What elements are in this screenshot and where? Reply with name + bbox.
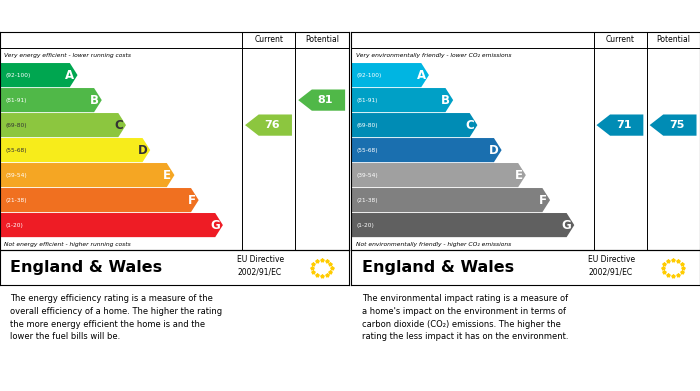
Text: (1-20): (1-20) bbox=[5, 222, 23, 228]
Text: A: A bbox=[65, 68, 74, 82]
Text: (39-54): (39-54) bbox=[5, 172, 27, 178]
Polygon shape bbox=[351, 188, 550, 212]
Text: (92-100): (92-100) bbox=[356, 73, 382, 77]
Text: B: B bbox=[90, 93, 99, 107]
Polygon shape bbox=[351, 138, 502, 162]
Text: (1-20): (1-20) bbox=[356, 222, 374, 228]
Polygon shape bbox=[351, 113, 477, 137]
Text: G: G bbox=[561, 219, 571, 231]
Text: (81-91): (81-91) bbox=[356, 98, 378, 102]
Text: (92-100): (92-100) bbox=[5, 73, 31, 77]
Text: England & Wales: England & Wales bbox=[362, 260, 514, 275]
Polygon shape bbox=[351, 163, 526, 187]
Polygon shape bbox=[0, 213, 223, 237]
Text: C: C bbox=[114, 118, 123, 132]
Text: The energy efficiency rating is a measure of the
overall efficiency of a home. T: The energy efficiency rating is a measur… bbox=[10, 294, 223, 341]
Text: 71: 71 bbox=[616, 120, 631, 130]
Text: Current: Current bbox=[606, 36, 635, 45]
Text: (69-80): (69-80) bbox=[5, 123, 27, 127]
Polygon shape bbox=[0, 88, 102, 112]
Text: F: F bbox=[188, 194, 195, 206]
Polygon shape bbox=[351, 213, 574, 237]
Text: Current: Current bbox=[254, 36, 284, 45]
Text: EU Directive
2002/91/EC: EU Directive 2002/91/EC bbox=[589, 255, 636, 277]
Text: The environmental impact rating is a measure of
a home's impact on the environme: The environmental impact rating is a mea… bbox=[362, 294, 568, 341]
Text: C: C bbox=[466, 118, 475, 132]
Polygon shape bbox=[0, 113, 126, 137]
Text: A: A bbox=[416, 68, 426, 82]
Text: E: E bbox=[163, 169, 172, 181]
Text: Very energy efficient - lower running costs: Very energy efficient - lower running co… bbox=[4, 53, 131, 58]
Text: Not energy efficient - higher running costs: Not energy efficient - higher running co… bbox=[4, 242, 131, 247]
Text: Energy Efficiency Rating: Energy Efficiency Rating bbox=[10, 9, 182, 23]
Text: 81: 81 bbox=[318, 95, 333, 105]
Text: (21-38): (21-38) bbox=[356, 197, 378, 203]
Text: Environmental Impact (CO₂) Rating: Environmental Impact (CO₂) Rating bbox=[362, 9, 608, 23]
Text: (39-54): (39-54) bbox=[356, 172, 379, 178]
Text: D: D bbox=[489, 143, 498, 157]
Text: Potential: Potential bbox=[657, 36, 690, 45]
Text: England & Wales: England & Wales bbox=[10, 260, 162, 275]
Text: B: B bbox=[441, 93, 450, 107]
Text: (21-38): (21-38) bbox=[5, 197, 27, 203]
Text: (81-91): (81-91) bbox=[5, 98, 27, 102]
Text: 75: 75 bbox=[669, 120, 685, 130]
Polygon shape bbox=[596, 115, 643, 136]
Text: Very environmentally friendly - lower CO₂ emissions: Very environmentally friendly - lower CO… bbox=[356, 53, 511, 58]
Polygon shape bbox=[351, 88, 453, 112]
Polygon shape bbox=[351, 63, 429, 87]
Text: F: F bbox=[539, 194, 547, 206]
Text: (55-68): (55-68) bbox=[5, 147, 27, 152]
Polygon shape bbox=[298, 90, 345, 111]
Polygon shape bbox=[0, 63, 78, 87]
Text: Not environmentally friendly - higher CO₂ emissions: Not environmentally friendly - higher CO… bbox=[356, 242, 511, 247]
Polygon shape bbox=[650, 115, 696, 136]
Text: (69-80): (69-80) bbox=[356, 123, 378, 127]
Text: EU Directive
2002/91/EC: EU Directive 2002/91/EC bbox=[237, 255, 284, 277]
Polygon shape bbox=[0, 138, 150, 162]
Text: 76: 76 bbox=[265, 120, 280, 130]
Text: G: G bbox=[210, 219, 220, 231]
Polygon shape bbox=[0, 163, 174, 187]
Polygon shape bbox=[245, 115, 292, 136]
Text: (55-68): (55-68) bbox=[356, 147, 378, 152]
Text: D: D bbox=[137, 143, 147, 157]
Text: E: E bbox=[514, 169, 523, 181]
Polygon shape bbox=[0, 188, 199, 212]
Text: Potential: Potential bbox=[305, 36, 339, 45]
